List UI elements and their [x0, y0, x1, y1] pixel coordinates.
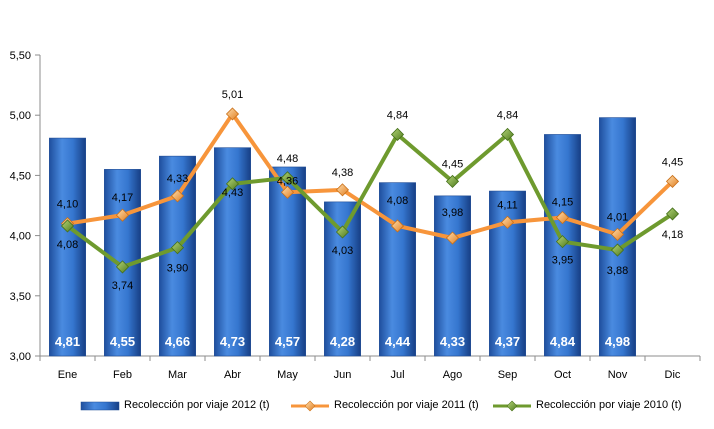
x-tick-label: Mar	[168, 369, 187, 381]
y-tick-label: 4,50	[10, 170, 31, 182]
series-2010-value-label: 3,74	[112, 280, 133, 292]
bar-value-label: 4,28	[330, 334, 355, 349]
series-2011-value-label: 4,10	[57, 199, 78, 211]
series-2010-point	[170, 241, 185, 255]
bar-value-label: 4,81	[55, 334, 80, 349]
series-2011-value-label: 4,11	[497, 199, 518, 211]
series-2010-value-label: 4,08	[57, 239, 78, 251]
y-tick-label: 4,00	[10, 231, 31, 243]
series-2010-point	[390, 127, 405, 142]
bar	[434, 195, 471, 357]
bar-value-label: 4,98	[605, 334, 630, 349]
x-tick-label: Feb	[113, 369, 132, 381]
line-series	[60, 107, 680, 274]
bar-value-label: 4,44	[385, 334, 411, 349]
series-2011-value-label: 4,17	[112, 192, 133, 204]
legend-swatch-green-line	[493, 400, 531, 412]
x-tick-label: May	[277, 369, 298, 381]
x-tick-label: Oct	[554, 369, 571, 381]
series-2011-point	[170, 189, 185, 203]
bar	[324, 201, 361, 357]
bar	[49, 137, 86, 357]
series-2011-point	[280, 185, 295, 199]
y-tick-label: 3,50	[10, 291, 31, 303]
y-tick-label: 3,00	[10, 351, 31, 363]
legend-swatch-orange-line	[291, 400, 329, 412]
series-2011-value-label: 4,33	[167, 173, 188, 185]
series-2010-value-label: 4,45	[442, 158, 463, 170]
series-2011-value-label: 4,15	[552, 197, 573, 209]
series-2011-value-label: 5,01	[222, 89, 243, 101]
bar-value-label: 4,66	[165, 334, 190, 349]
series-2011-value-label: 4,45	[662, 156, 683, 168]
y-tick-label: 5,50	[10, 50, 31, 62]
y-tick-label: 5,00	[10, 110, 31, 122]
bar-value-label: 4,37	[495, 334, 520, 349]
series-2010-value-label: 4,43	[222, 187, 243, 199]
series-2010-value-label: 4,03	[332, 245, 353, 257]
x-tick-label: Jun	[334, 369, 352, 381]
series-2010-line	[66, 132, 674, 269]
axes: 3,00 3,50 4,00 4,50 5,00 5,50 Ene Feb Mar Abr May J…	[10, 50, 701, 381]
x-tick-label: Abr	[224, 369, 241, 381]
x-tick-label: Nov	[608, 369, 628, 381]
series-2010-value-label: 3,95	[552, 255, 573, 267]
x-tick-label: Ago	[443, 369, 463, 381]
series-2011-point	[445, 231, 460, 245]
legend-label: Recolección por viaje 2011 (t)	[334, 399, 479, 411]
data-labels: 4,81 4,55 4,66 4,73 4,57 4,28 4,44 4,33 4,37 4,84…	[55, 89, 683, 349]
series-2011-point	[390, 219, 405, 233]
series-2010-point	[280, 171, 295, 185]
series-2011-point	[225, 107, 240, 121]
x-tick-label: Ene	[58, 369, 78, 381]
series-2011-value-label: 4,01	[607, 211, 628, 223]
series-2011-value-label: 4,08	[387, 195, 408, 207]
series-2011-point	[665, 174, 680, 188]
series-2010-value-label: 3,90	[167, 263, 188, 275]
bar-series	[49, 117, 636, 357]
series-2011-value-label: 4,38	[332, 167, 353, 179]
series-2011-point	[555, 210, 570, 225]
legend-swatch-bar	[80, 401, 120, 411]
x-tick-label: Jul	[390, 369, 404, 381]
bar-value-label: 4,57	[275, 334, 300, 349]
series-2010-value-label: 4,84	[497, 109, 518, 121]
x-tick-label: Dic	[665, 369, 681, 381]
bar-value-label: 4,73	[220, 334, 245, 349]
series-2011-value-label: 4,36	[277, 175, 298, 187]
series-2010-value-label: 4,84	[387, 109, 408, 121]
series-2011-point	[610, 227, 625, 241]
series-2010-point	[665, 207, 680, 221]
bar-value-label: 4,33	[440, 334, 465, 349]
bar-value-label: 4,55	[110, 334, 135, 349]
series-2010-point	[60, 219, 75, 233]
series-2011-value-label: 3,98	[442, 207, 463, 219]
series-2010-point	[115, 260, 130, 274]
series-2010-point	[335, 225, 350, 239]
bar	[159, 155, 196, 357]
legend-label: Recolección por viaje 2012 (t)	[124, 399, 270, 411]
legend-label: Recolección por viaje 2010 (t)	[536, 399, 682, 411]
series-2010-point	[445, 174, 460, 188]
series-2010-value-label: 4,18	[662, 229, 683, 241]
series-2011-point	[500, 215, 515, 229]
series-2010-point	[555, 235, 570, 249]
bar	[379, 182, 416, 357]
series-2010-point	[610, 243, 625, 257]
bar-value-label: 4,84	[550, 334, 576, 349]
series-2010-point	[500, 127, 515, 142]
series-2011-point	[335, 183, 350, 197]
series-2011-point	[115, 208, 130, 222]
series-2010-point	[225, 177, 240, 191]
x-tick-label: Sep	[498, 369, 518, 381]
series-2011-line	[67, 111, 674, 241]
series-2010-value-label: 3,88	[607, 265, 628, 277]
series-2010-value-label: 4,48	[277, 153, 298, 165]
legend: Recolección por viaje 2012 (t) Recolecci…	[80, 398, 682, 416]
